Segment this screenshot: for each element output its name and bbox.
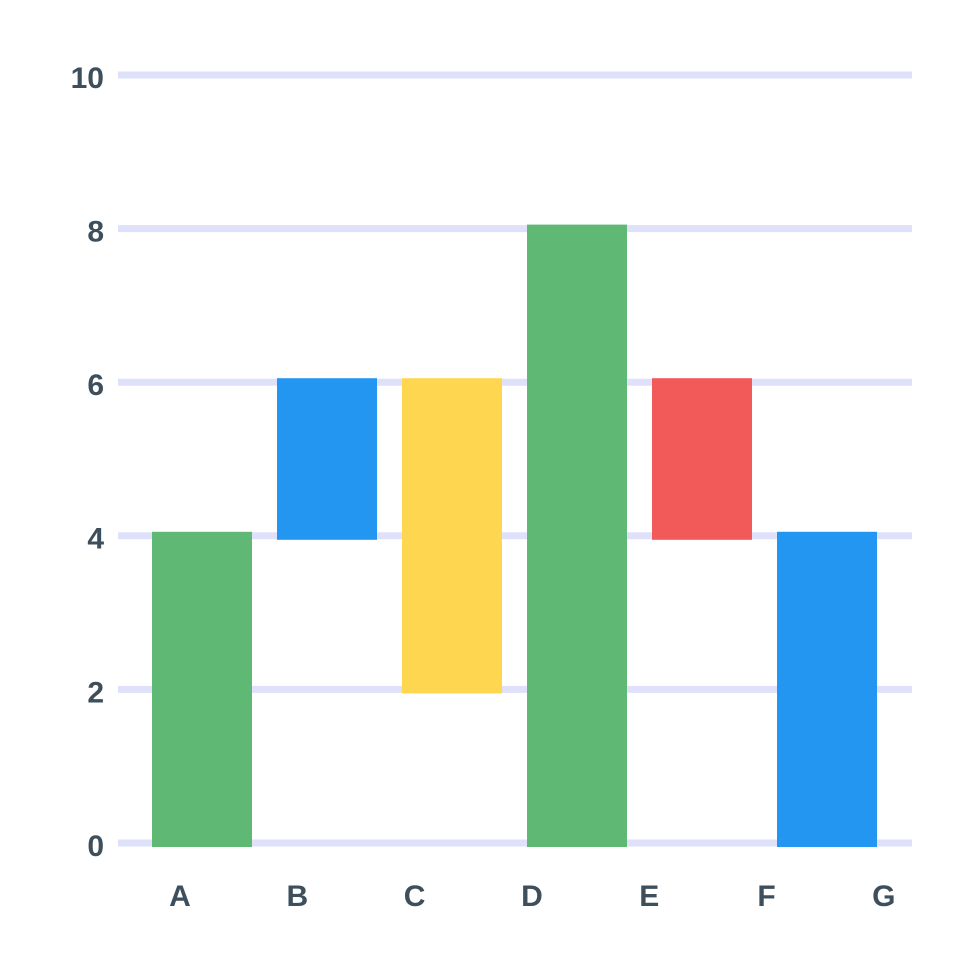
bar [402,378,502,694]
y-tick-label: 0 [87,830,104,863]
bar [277,378,377,540]
bar [527,224,627,848]
bar [652,378,752,540]
y-tick-label: 10 [71,62,104,95]
y-tick-label: 2 [87,676,104,709]
y-tick-label: 8 [87,216,104,249]
x-tick-label: G [872,880,895,913]
y-tick-label: 6 [87,369,104,402]
bar [152,531,252,847]
x-tick-label: A [169,880,191,913]
x-tick-label: B [286,880,308,913]
x-tick-label: F [757,880,775,913]
y-tick-label: 4 [87,523,104,556]
bar [777,531,877,847]
x-tick-label: D [521,880,543,913]
x-tick-label: C [404,880,426,913]
x-tick-label: E [639,880,659,913]
